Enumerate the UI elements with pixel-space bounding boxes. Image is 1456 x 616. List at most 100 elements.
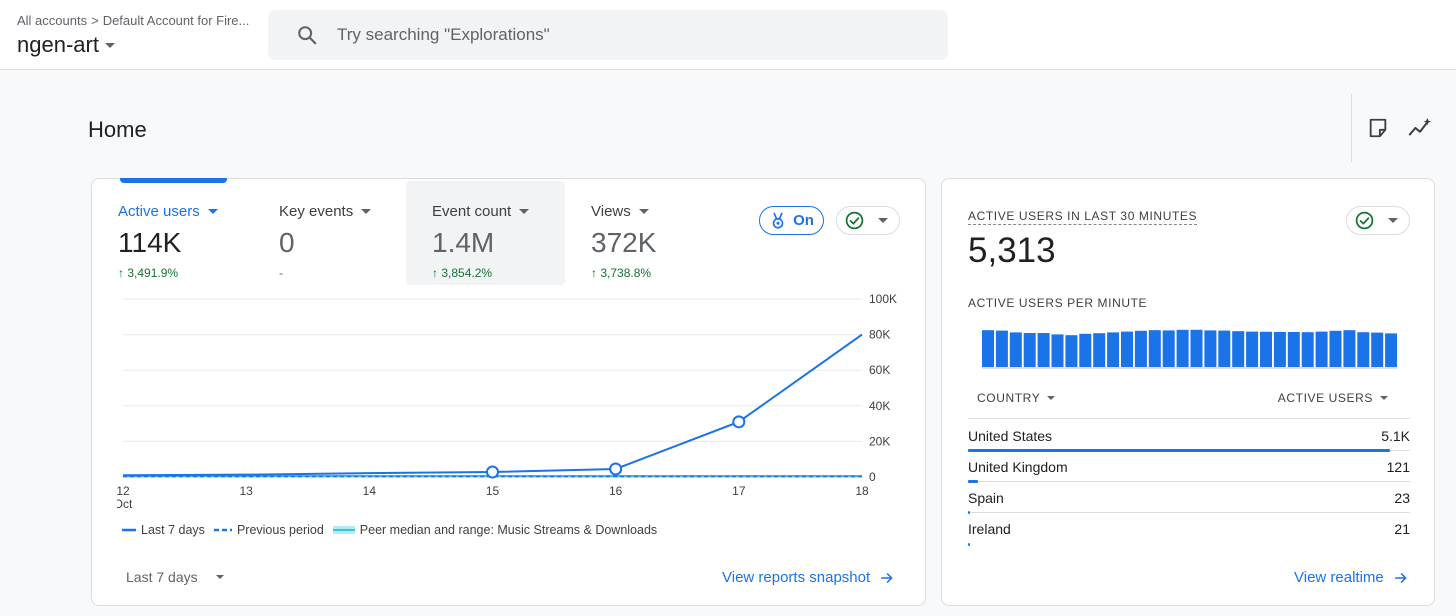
property-name: ngen-art <box>17 32 99 57</box>
chevron-right-icon: > <box>91 13 99 28</box>
metric-change: ↑ 3,854.2% <box>432 266 493 280</box>
search-icon <box>298 26 317 45</box>
arrow-right-icon <box>1394 572 1407 583</box>
series-last-7-days <box>122 333 863 477</box>
column-header-label: COUNTRY <box>977 391 1041 405</box>
legend-swatch-peer <box>332 526 355 534</box>
x-tick-label: 12 <box>117 484 130 498</box>
column-header-active-users[interactable]: ACTIVE USERS <box>1278 391 1388 405</box>
caret-down-icon <box>1388 218 1398 223</box>
metric-value: 372K <box>591 227 657 258</box>
country-table-header: COUNTRY ACTIVE USERS <box>968 389 1410 419</box>
metric-value: 0 <box>279 227 295 258</box>
selected-metric-indicator <box>120 178 227 183</box>
legend-item-current: Last 7 days <box>122 523 205 537</box>
metric-tab-key-events[interactable]: Key events 0 - <box>253 181 405 285</box>
caret-down-icon <box>519 209 530 214</box>
active-users-line-chart: 100K 80K 60K 40K 20K 0 12 13 14 15 16 17 18 Oct <box>117 292 897 511</box>
caret-down-icon <box>207 209 218 214</box>
top-header: All accounts > Default Account for Fire...… <box>0 0 1456 70</box>
per-minute-bar <box>1148 330 1161 367</box>
caret-down-icon <box>638 209 649 214</box>
view-realtime-link[interactable]: View realtime <box>1294 569 1408 586</box>
breadcrumb-all-accounts[interactable]: All accounts <box>17 13 88 28</box>
breadcrumb-account[interactable]: Default Account for Fire... <box>102 13 250 28</box>
per-minute-bar <box>1315 331 1328 367</box>
per-minute-bar <box>1385 333 1397 367</box>
table-row: Ireland 21 <box>968 513 1410 546</box>
date-range-label: Last 7 days <box>126 569 198 585</box>
per-minute-bar <box>1218 330 1231 367</box>
per-minute-bar <box>1273 332 1286 367</box>
caret-down-icon <box>104 42 115 48</box>
link-label: View realtime <box>1294 569 1384 586</box>
per-minute-bar <box>1204 330 1217 367</box>
share-bar <box>968 480 978 483</box>
breadcrumb[interactable]: All accounts > Default Account for Fire... <box>17 13 249 28</box>
country-name: United States <box>968 428 1053 444</box>
x-tick-label: 18 <box>855 484 869 498</box>
y-tick-label: 100K <box>869 292 897 306</box>
caret-down-icon <box>361 209 372 214</box>
y-tick-label: 80K <box>869 328 890 342</box>
metric-tab-views[interactable]: Views 372K ↑ 3,738.8% <box>565 181 715 285</box>
caret-down-icon <box>878 218 888 223</box>
search-input[interactable] <box>337 25 897 45</box>
x-tick-label: 16 <box>609 484 623 498</box>
metric-tab-event-count[interactable]: Event count 1.4M ↑ 3,854.2% <box>406 181 565 285</box>
metric-change: ↑ 3,738.8% <box>591 266 652 280</box>
per-minute-bar <box>1190 329 1203 367</box>
data-quality-chip[interactable] <box>836 206 900 235</box>
metric-label: Key events <box>279 203 354 220</box>
per-minute-bar <box>1009 332 1022 367</box>
country-value: 21 <box>1394 521 1410 537</box>
x-tick-label: 17 <box>732 484 746 498</box>
metric-label: Active users <box>118 203 200 220</box>
legend-label: Previous period <box>236 523 324 537</box>
notes-icon[interactable] <box>1366 116 1390 140</box>
per-minute-bar <box>1329 330 1342 367</box>
table-row: Spain 23 <box>968 482 1410 514</box>
property-selector[interactable]: ngen-art <box>17 32 115 58</box>
per-minute-bar <box>1107 332 1120 367</box>
medal-icon <box>772 212 784 229</box>
per-minute-bar-chart <box>982 329 1397 369</box>
per-minute-bar <box>1051 334 1064 367</box>
metric-tab-active-users[interactable]: Active users 114K ↑ 3,491.9% <box>92 181 252 285</box>
view-reports-snapshot-link[interactable]: View reports snapshot <box>722 569 894 586</box>
search-bar[interactable] <box>268 10 948 60</box>
insights-sparkle-icon[interactable] <box>1408 116 1432 140</box>
per-minute-bar <box>1371 332 1384 367</box>
data-point <box>732 415 746 429</box>
per-minute-bar <box>1232 331 1245 367</box>
country-value: 5.1K <box>1381 428 1410 444</box>
legend-item-peer: Peer median and range: Music Streams & D… <box>332 523 658 537</box>
realtime-title[interactable]: ACTIVE USERS IN LAST 30 MINUTES <box>968 209 1198 225</box>
caret-down-icon <box>1047 396 1056 400</box>
country-value: 23 <box>1394 490 1410 506</box>
metric-label: Views <box>591 203 631 220</box>
legend-label: Peer median and range: Music Streams & D… <box>359 523 658 537</box>
column-header-country[interactable]: COUNTRY <box>977 391 1056 405</box>
share-bar <box>968 449 1390 452</box>
country-name: Spain <box>968 490 1004 506</box>
date-range-selector[interactable]: Last 7 days <box>126 569 224 585</box>
link-label: View reports snapshot <box>722 569 871 586</box>
check-circle-icon <box>1355 211 1374 230</box>
table-row: United Kingdom 121 <box>968 451 1410 483</box>
per-minute-bar <box>1260 331 1272 367</box>
per-minute-bar <box>1246 331 1259 367</box>
country-name: Ireland <box>968 521 1011 537</box>
per-minute-title: ACTIVE USERS PER MINUTE <box>968 296 1148 310</box>
x-tick-label: 13 <box>239 484 253 498</box>
insights-toggle-chip[interactable]: On <box>759 206 824 235</box>
x-month-label: Oct <box>117 497 133 511</box>
caret-down-icon <box>1380 396 1388 400</box>
share-bar <box>968 543 970 546</box>
data-point <box>486 465 499 479</box>
y-tick-label: 0 <box>869 470 876 484</box>
data-quality-chip[interactable] <box>1346 206 1410 235</box>
column-header-label: ACTIVE USERS <box>1277 391 1373 405</box>
realtime-card: ACTIVE USERS IN LAST 30 MINUTES 5,313 AC… <box>941 178 1435 606</box>
check-circle-icon <box>845 211 864 230</box>
